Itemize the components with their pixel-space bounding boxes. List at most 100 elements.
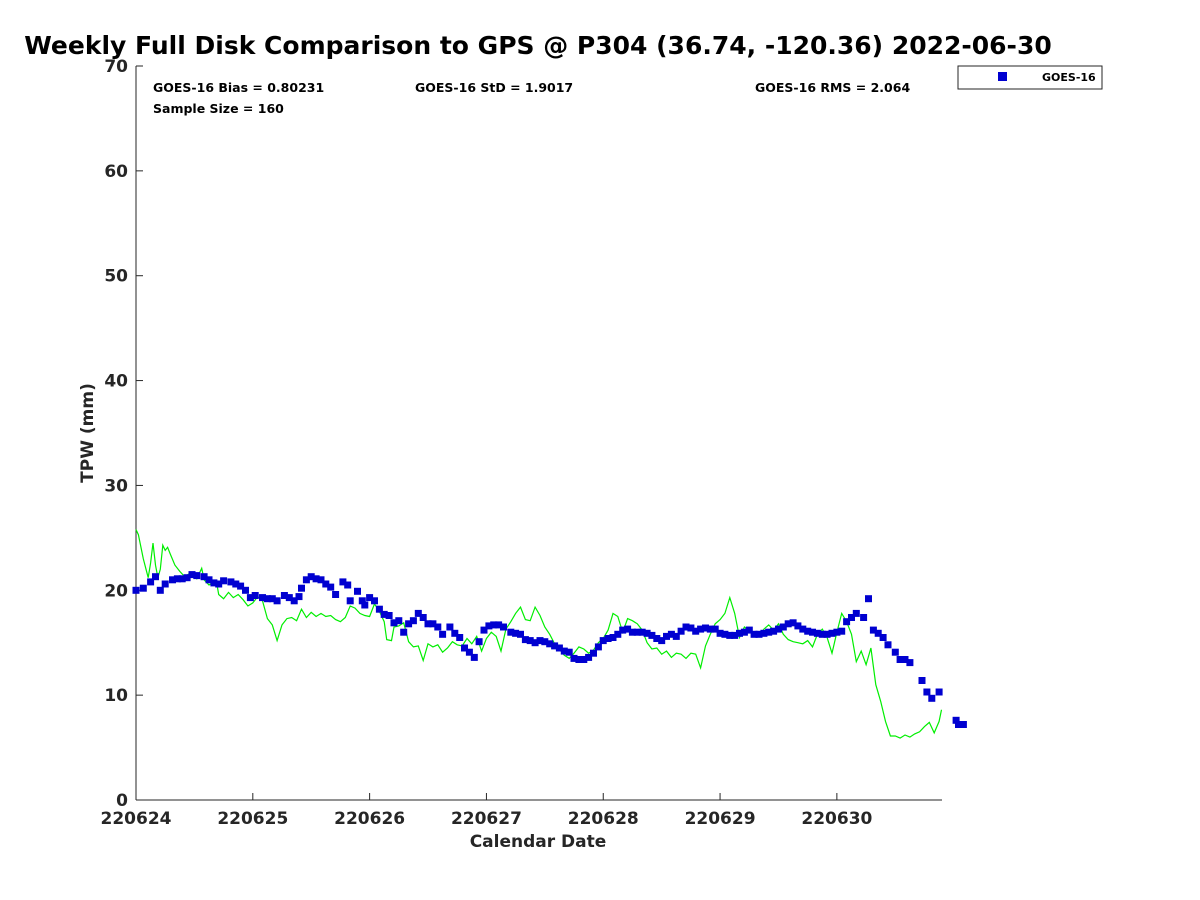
goes-16-point [833, 628, 841, 636]
goes-16-point [531, 639, 539, 647]
goes-16-point [215, 580, 223, 588]
goes-16-point [823, 630, 831, 638]
goes-16-point [697, 625, 705, 633]
goes-16-point [784, 620, 792, 628]
goes-16-point [380, 610, 388, 618]
goes-16-point [628, 628, 636, 636]
goes-16-point [147, 578, 155, 586]
goes-16-point [361, 601, 369, 609]
goes-16-point [555, 644, 563, 652]
goes-16-point [865, 595, 872, 603]
goes-16-point [614, 630, 622, 638]
goes-16-point [765, 628, 773, 636]
goes-16-point [770, 627, 778, 635]
goes-16-point [682, 623, 690, 631]
goes-16-point [848, 614, 855, 621]
goes-16-point [896, 656, 904, 663]
goes-16-point [152, 573, 159, 581]
x-axis-label: Calendar Date [470, 832, 607, 852]
gps-series [135, 529, 943, 739]
goes-16-point [188, 571, 196, 579]
goes-16-point [424, 620, 432, 628]
rms-stat: GOES-16 RMS = 2.064 [755, 80, 910, 95]
goes-16-point [590, 649, 597, 657]
goes-16-point [648, 631, 656, 639]
goes-16-point [302, 576, 310, 584]
goes-16-point [658, 637, 666, 645]
goes-16-point [702, 624, 709, 632]
goes-16-point [560, 647, 568, 655]
x-tick-label: 220629 [685, 809, 756, 829]
goes-16-point [322, 580, 330, 588]
goes-16-point [298, 584, 305, 592]
goes-16-point [312, 575, 320, 583]
goes-16-point [490, 621, 498, 629]
goes-16-series [132, 571, 967, 728]
goes-16-point [716, 629, 724, 637]
goes-16-point [507, 628, 515, 636]
goes-16-point [390, 619, 398, 627]
goes-16-point [828, 629, 836, 637]
goes-16-point [755, 630, 763, 638]
goes-16-point [385, 612, 393, 619]
goes-16-point [259, 594, 266, 602]
goes-16-point [843, 618, 851, 626]
goes-16-point [200, 573, 208, 581]
x-axis-ticks: 220624 220625 220626 220627 220628 220629 2206… [101, 793, 873, 829]
goes-16-point [874, 629, 882, 637]
goes-16-point [536, 637, 544, 645]
bias-stat: GOES-16 Bias = 0.80231 [153, 80, 324, 95]
goes-16-point [173, 575, 181, 583]
goes-16-point [339, 578, 347, 586]
goes-16-point [918, 677, 926, 684]
goes-16-point [193, 572, 201, 580]
goes-16-point [232, 580, 240, 588]
goes-16-point [775, 625, 782, 633]
goes-16-point [395, 617, 403, 625]
y-tick-label: 70 [104, 57, 128, 77]
goes-16-point [643, 629, 651, 637]
goes-16-point [161, 580, 169, 588]
goes-16-point [317, 576, 325, 584]
legend-box [957, 65, 1103, 90]
goes-16-point [429, 620, 437, 628]
y-axis-ticks: 0 10 20 30 40 50 60 70 [104, 57, 143, 811]
legend-marker-goes-16 [998, 72, 1007, 81]
goes-16-point [711, 625, 719, 633]
goes-16-point [852, 609, 860, 617]
goes-16-point [295, 593, 303, 601]
goes-16-point [551, 642, 559, 650]
goes-16-point [358, 597, 366, 605]
goes-16-point [619, 626, 627, 634]
goes-16-point [667, 630, 675, 638]
goes-16-point [959, 721, 967, 728]
plot-area [135, 66, 942, 801]
goes-16-point [818, 630, 826, 638]
goes-16-point [750, 630, 758, 638]
legend-label-goes-16: GOES-16 [1042, 71, 1096, 84]
goes-16-point [280, 592, 288, 599]
goes-16-point [461, 644, 468, 652]
sample-size-stat: Sample Size = 160 [153, 101, 284, 116]
goes-16-point [290, 597, 298, 605]
chart-title: Weekly Full Disk Comparison to GPS @ P30… [24, 31, 1051, 60]
goes-16-point [633, 628, 641, 636]
goes-16-point [470, 653, 478, 661]
goes-16-point [935, 688, 943, 696]
goes-16-point [901, 656, 909, 663]
goes-16-point [242, 586, 249, 594]
goes-16-point [860, 614, 868, 621]
goes-16-point [132, 586, 140, 594]
goes-16-point [726, 631, 734, 639]
goes-16-point [672, 632, 680, 640]
goes-16-point [205, 576, 213, 584]
goes-16-point [745, 626, 753, 634]
goes-16-point [512, 629, 520, 637]
x-tick-label: 220630 [801, 809, 872, 829]
x-tick-label: 220626 [334, 809, 405, 829]
y-tick-label: 0 [116, 791, 128, 811]
goes-16-point [736, 629, 743, 637]
goes-16-point [434, 623, 442, 631]
goes-16-point [251, 592, 259, 599]
